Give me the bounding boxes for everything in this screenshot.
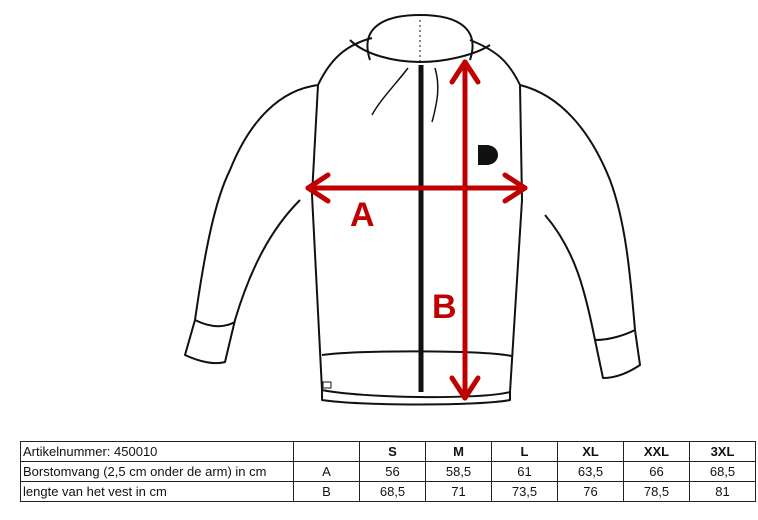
row-code: A (293, 461, 360, 482)
size-header: S (359, 441, 426, 462)
size-header: M (425, 441, 492, 462)
table-row: Borstomvang (2,5 cm onder de arm) in cm … (20, 461, 756, 482)
brand-logo-icon (478, 145, 498, 165)
cell-value: 71 (425, 481, 492, 502)
cell-value: 81 (689, 481, 756, 502)
hoodie-outline (184, 14, 641, 406)
hoodie-size-diagram: A B (184, 14, 641, 406)
cell-value: 68,5 (689, 461, 756, 482)
cell-value: 58,5 (425, 461, 492, 482)
measure-b-label: B (432, 288, 457, 326)
code-header (293, 441, 360, 462)
row-label: lengte van het vest in cm (20, 481, 294, 502)
cell-value: 56 (359, 461, 426, 482)
cell-value: 61 (491, 461, 558, 482)
size-header: L (491, 441, 558, 462)
cell-value: 66 (623, 461, 690, 482)
table-row: lengte van het vest in cm B 68,5 71 73,5… (20, 481, 756, 502)
size-header: XL (557, 441, 624, 462)
article-number: Artikelnummer: 450010 (20, 441, 294, 462)
size-table: Artikelnummer: 450010 S M L XL XXL 3XL B… (20, 441, 756, 502)
cell-value: 78,5 (623, 481, 690, 502)
size-header: XXL (623, 441, 690, 462)
row-code: B (293, 481, 360, 502)
measure-b-arrow (449, 59, 481, 401)
size-header: 3XL (689, 441, 756, 462)
row-label: Borstomvang (2,5 cm onder de arm) in cm (20, 461, 294, 482)
measure-a-label: A (350, 196, 375, 234)
table-header-row: Artikelnummer: 450010 S M L XL XXL 3XL (20, 441, 756, 462)
cell-value: 68,5 (359, 481, 426, 502)
cell-value: 73,5 (491, 481, 558, 502)
cell-value: 76 (557, 481, 624, 502)
cell-value: 63,5 (557, 461, 624, 482)
measure-a-arrow (305, 172, 528, 204)
